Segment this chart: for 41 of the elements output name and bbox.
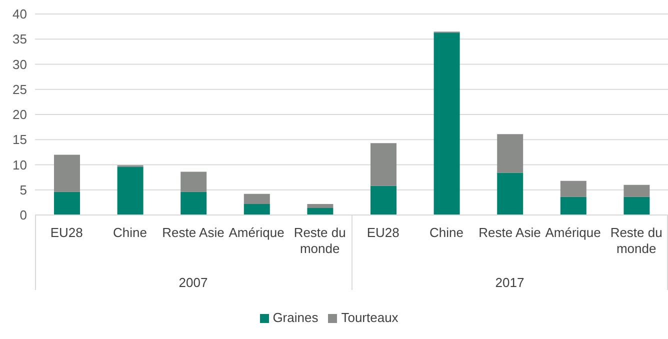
y-tick-label: 30	[12, 56, 27, 72]
bar	[180, 172, 207, 192]
x-tick-label: Amérique	[545, 225, 601, 240]
x-tick-label: Reste du monde	[294, 225, 346, 256]
x-tick-label: Amérique	[228, 225, 284, 240]
bar	[244, 194, 270, 204]
x-tick-label: Chine	[429, 225, 464, 240]
bar	[180, 192, 207, 215]
text: 2007	[178, 275, 208, 290]
y-tick-label: 10	[12, 157, 27, 172]
y-tick-label: 25	[12, 82, 27, 97]
x-tick-label: Reste Asie	[478, 225, 541, 240]
y-tick-label: 35	[12, 32, 27, 47]
y-tick-label: 5	[20, 182, 27, 198]
legend-label: Graines	[272, 310, 318, 325]
y-tick-label: 0	[20, 208, 27, 223]
text: 2017	[495, 275, 524, 290]
bar	[497, 172, 524, 215]
bar	[624, 184, 650, 197]
bar	[307, 204, 334, 208]
legend-label: Tourteaux	[341, 310, 398, 325]
bar	[117, 166, 144, 215]
bar	[307, 208, 334, 215]
x-tick-label: Reste Asie	[162, 225, 224, 240]
y-tick-label: 20	[12, 107, 27, 122]
bar	[370, 186, 396, 215]
bar	[54, 192, 80, 215]
x-tick-label: EU28	[366, 225, 400, 240]
y-tick-label: 15	[12, 132, 27, 148]
bar	[624, 196, 650, 215]
bar	[244, 204, 270, 215]
bar	[54, 154, 80, 192]
bar	[497, 134, 524, 173]
bar	[560, 180, 586, 197]
x-tick-label: EU28	[50, 225, 83, 240]
bar	[434, 32, 460, 215]
x-tick-label: Chine	[112, 225, 147, 240]
bar	[560, 196, 586, 215]
bar	[370, 143, 396, 186]
y-tick-label: 40	[12, 6, 27, 22]
x-tick-label: Reste du monde	[610, 225, 662, 256]
